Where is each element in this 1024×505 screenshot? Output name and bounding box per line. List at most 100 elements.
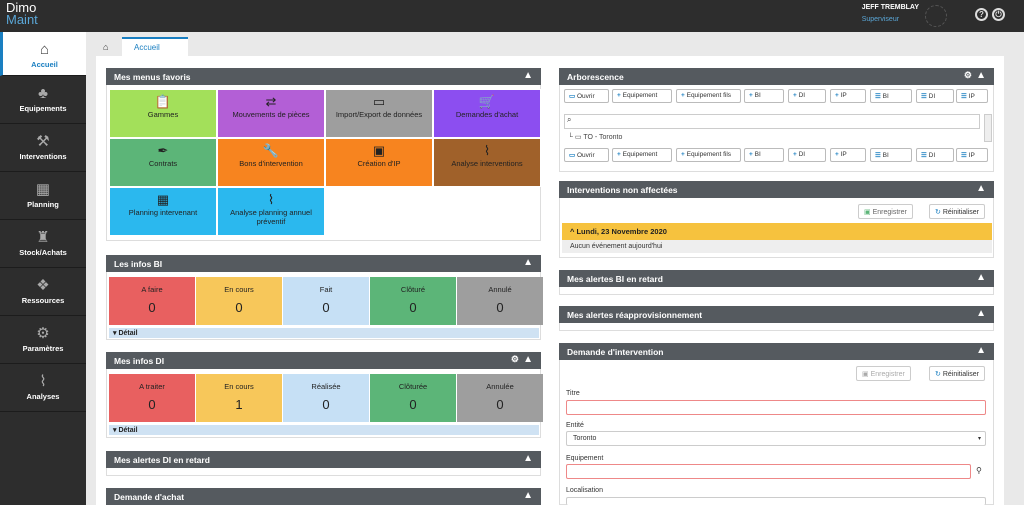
save-button[interactable]: ▣ Enregistrer [858, 204, 913, 219]
detail-toggle[interactable]: ▾ Détail [109, 328, 539, 338]
favori-tile[interactable]: ⌇ Analyse planning annuel préventif [217, 187, 325, 236]
arbo-button-ouvrir[interactable]: ▭ Ouvrir [564, 89, 609, 103]
tab-accueil[interactable]: Accueil [122, 37, 188, 56]
gears-icon[interactable]: ⚙ [963, 70, 972, 80]
tree-search-input[interactable]: ⌕ [564, 114, 980, 129]
arbo-button-ip[interactable]: ☰ IP [956, 89, 988, 103]
sidebar-item-stock-achats[interactable]: ♜ Stock/Achats [0, 220, 86, 268]
infos-di-header[interactable]: Mes infos DI ⚙ ▲ [106, 352, 541, 369]
sidebar-item-analyses[interactable]: ⌇ Analyses [0, 364, 86, 412]
alertes-di-header[interactable]: Mes alertes DI en retard ▲ [106, 451, 541, 468]
sidebar-item-accueil[interactable]: ⌂ Accueil [0, 32, 86, 76]
user-info[interactable]: JEFF TREMBLAY Superviseur [862, 4, 919, 23]
favori-tile[interactable]: 📋 Gammes [109, 89, 217, 138]
stat-value: 0 [322, 397, 330, 412]
reset-button[interactable]: ↻ Réinitialiser [929, 204, 986, 219]
arbo-button-equipement[interactable]: + Equipement [612, 89, 672, 103]
chevron-up-icon[interactable]: ▲ [523, 453, 533, 464]
entite-select[interactable]: Toronto ▾ [566, 431, 986, 446]
arbo-button-bi[interactable]: + BI [744, 148, 784, 162]
chevron-up-icon[interactable]: ▲ [976, 183, 986, 194]
chevron-up-icon[interactable]: ▲ [523, 257, 533, 268]
stat-tile[interactable]: Réalisée 0 [283, 374, 369, 422]
favoris-header[interactable]: Mes menus favoris ▲ [106, 68, 541, 85]
stat-tile[interactable]: Annulée 0 [457, 374, 543, 422]
arbo-button-di[interactable]: + DI [788, 89, 826, 103]
reappro-header[interactable]: Mes alertes réapprovisionnement ▲ [559, 306, 994, 323]
chevron-up-icon[interactable]: ▲ [976, 308, 986, 319]
arbo-button-ouvrir[interactable]: ▭ Ouvrir [564, 148, 609, 162]
arbo-button-di[interactable]: ☰ DI [916, 148, 954, 162]
alertes-bi-header[interactable]: Mes alertes BI en retard ▲ [559, 270, 994, 287]
demande-achat-header[interactable]: Demande d'achat ▲ [106, 488, 541, 505]
favori-tile[interactable]: 🔧 Bons d'intervention [217, 138, 325, 187]
stat-tile[interactable]: Clôturée 0 [370, 374, 456, 422]
arborescence-header[interactable]: Arborescence ⚙ ▲ [559, 68, 994, 85]
arbo-button-equipement-fils[interactable]: + Equipement fils [676, 148, 741, 162]
list-icon: ☰ [961, 93, 967, 100]
alertes-bi-body [559, 287, 994, 295]
favori-tile[interactable]: 🛒 Demandes d'achat [433, 89, 541, 138]
favori-tile[interactable]: ▣ Création d'IP [325, 138, 433, 187]
tree-scrollbar[interactable] [984, 114, 992, 142]
gears-icon[interactable]: ⚙ [510, 354, 519, 364]
home-icon[interactable]: ⌂ [103, 42, 109, 52]
chevron-up-icon[interactable]: ▲ [976, 345, 986, 356]
arbo-button-di[interactable]: + DI [788, 148, 826, 162]
titre-input[interactable] [566, 400, 986, 415]
arborescence-title: Arborescence [567, 72, 624, 82]
favori-tile[interactable]: ▦ Planning intervenant [109, 187, 217, 236]
sidebar-item-ressources[interactable]: ❖ Ressources [0, 268, 86, 316]
stat-tile[interactable]: Annulé 0 [457, 277, 543, 325]
sidebar-item-equipements[interactable]: ♣ Equipements [0, 76, 86, 124]
save-icon: ▣ [864, 209, 871, 216]
non-affectees-title: Interventions non affectées [567, 185, 678, 195]
stat-tile[interactable]: Fait 0 [283, 277, 369, 325]
help-circle-icon[interactable]: ? [975, 8, 988, 21]
arbo-button-equipement[interactable]: + Equipement [612, 148, 672, 162]
arbo-button-ip[interactable]: ☰ IP [956, 148, 988, 162]
arbo-button-bi[interactable]: ☰ BI [870, 89, 912, 103]
stat-tile[interactable]: En cours 1 [196, 374, 282, 422]
binoculars-icon[interactable]: ⚲ [976, 466, 982, 475]
demande-di-header[interactable]: Demande d'intervention ▲ [559, 343, 994, 360]
arbo-button-bi[interactable]: ☰ BI [870, 148, 912, 162]
chevron-up-icon[interactable]: ▲ [976, 70, 986, 81]
stat-tile[interactable]: Clôturé 0 [370, 277, 456, 325]
sidebar-item-label: Stock/Achats [19, 248, 67, 257]
chevron-up-icon[interactable]: ▲ [523, 490, 533, 501]
reset-button[interactable]: ↻ Réinitialiser [929, 366, 986, 381]
stat-tile[interactable]: En cours 0 [196, 277, 282, 325]
arbo-button-di[interactable]: ☰ DI [916, 89, 954, 103]
arbo-button-equipement-fils[interactable]: + Equipement fils [676, 89, 741, 103]
stat-tile[interactable]: A faire 0 [109, 277, 195, 325]
arbo-button-bi[interactable]: + BI [744, 89, 784, 103]
arbo-button-ip[interactable]: + IP [830, 148, 866, 162]
chevron-up-icon[interactable]: ▲ [523, 354, 533, 365]
chevron-up-icon[interactable]: ▲ [976, 272, 986, 283]
favori-tile[interactable]: ⇄ Mouvements de pièces [217, 89, 325, 138]
non-affectees-header[interactable]: Interventions non affectées ▲ [559, 181, 994, 198]
infos-bi-header[interactable]: Les infos BI ▲ [106, 255, 541, 272]
favori-tile[interactable]: ⌇ Analyse interventions [433, 138, 541, 187]
equipement-input[interactable] [566, 464, 971, 479]
stat-label: En cours [224, 382, 254, 391]
stat-tile[interactable]: A traiter 0 [109, 374, 195, 422]
date-bar[interactable]: ^ Lundi, 23 Novembre 2020 [562, 223, 992, 240]
tree-item[interactable]: └ ▭ TO - Toronto [568, 134, 623, 141]
sidebar-item-planning[interactable]: ▦ Planning [0, 172, 86, 220]
save-button[interactable]: ▣ Enregistrer [856, 366, 911, 381]
favori-tile[interactable]: ✒ Contrats [109, 138, 217, 187]
detail-toggle[interactable]: ▾ Détail [109, 425, 539, 435]
favori-tile[interactable]: ▭ Import/Export de données [325, 89, 433, 138]
arbo-button-ip[interactable]: + IP [830, 89, 866, 103]
demande-achat-title: Demande d'achat [114, 492, 185, 502]
sidebar-item-label: Equipements [19, 104, 67, 113]
sidebar-item-paramètres[interactable]: ⚙ Paramètres [0, 316, 86, 364]
avatar[interactable] [925, 5, 947, 27]
chevron-up-icon[interactable]: ▲ [523, 70, 533, 81]
sidebar-item-interventions[interactable]: ⚒ Interventions [0, 124, 86, 172]
power-icon[interactable]: ⏻ [992, 8, 1005, 21]
app-logo[interactable]: Dimo Maint [6, 0, 38, 27]
localisation-input[interactable] [566, 497, 986, 505]
